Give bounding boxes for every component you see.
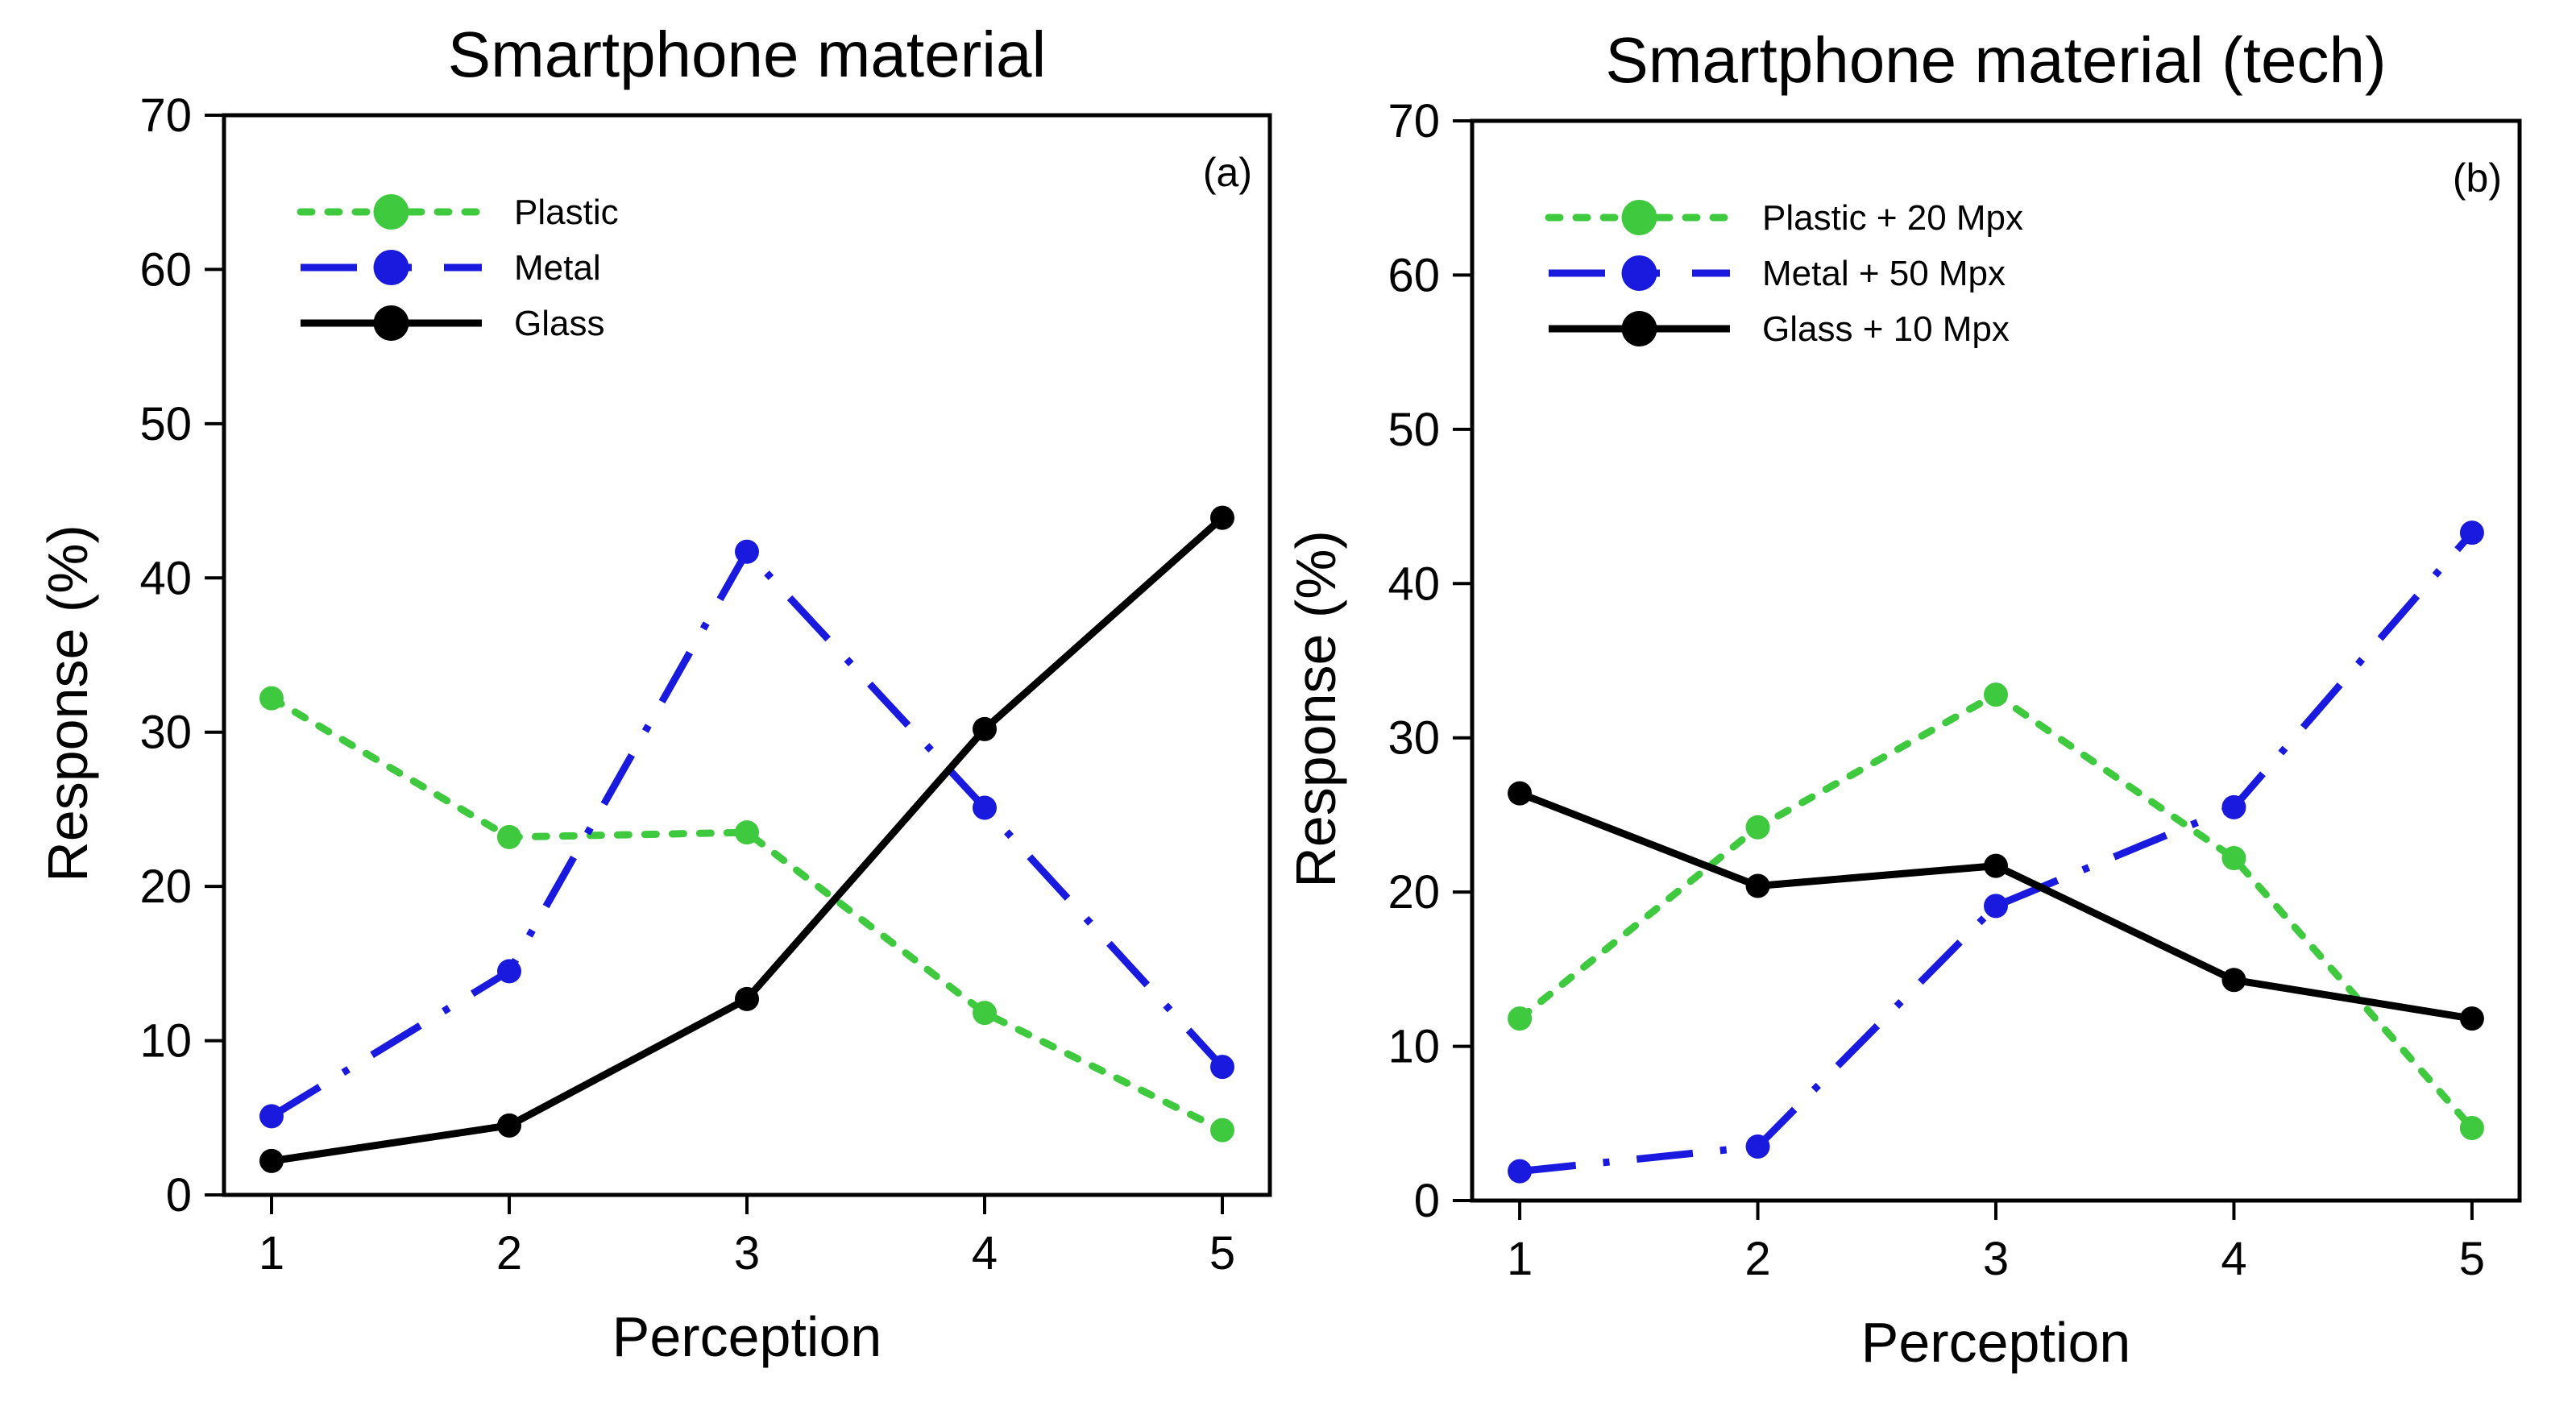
y-tick-label: 10 (139, 1015, 192, 1068)
y-tick-label: 40 (139, 552, 192, 604)
y-tick-label: 20 (1388, 866, 1440, 919)
y-tick-label: 20 (139, 861, 192, 913)
legend-label: Glass + 10 Mpx (1762, 309, 2010, 349)
y-tick-label: 60 (1388, 249, 1440, 301)
y-tick-label: 70 (139, 89, 192, 142)
y-tick-label: 60 (139, 243, 192, 296)
series-plastic (259, 686, 1234, 1143)
data-point (497, 1113, 521, 1138)
series-line (268, 695, 1226, 1134)
data-point (735, 986, 759, 1011)
y-tick-label: 30 (139, 707, 192, 759)
data-point (1508, 1006, 1533, 1031)
series-metal (259, 539, 1234, 1129)
legend-label: Plastic (514, 193, 619, 232)
legend-swatch-marker (1621, 200, 1657, 235)
data-point (2221, 794, 2246, 819)
data-point (1984, 894, 2008, 919)
x-tick-label: 4 (972, 1227, 998, 1280)
data-point (973, 795, 997, 820)
data-point (1984, 853, 2008, 878)
legend-label: Metal + 50 Mpx (1762, 254, 2006, 293)
x-tick-label: 5 (1209, 1227, 1235, 1280)
x-tick-label: 4 (2221, 1233, 2246, 1285)
legend-swatch-marker (373, 250, 409, 285)
y-axis-label: Response (%) (1284, 530, 1347, 888)
x-tick-label: 2 (1744, 1233, 1770, 1285)
data-point (735, 820, 759, 845)
legend-label: Metal (514, 248, 601, 288)
data-point (1508, 781, 1533, 806)
chart-title: Smartphone material (448, 19, 1047, 90)
series-metal (1508, 521, 2484, 1184)
y-tick-label: 50 (139, 398, 192, 450)
series-line (1519, 530, 2475, 1176)
data-point (2221, 846, 2246, 871)
x-tick-label: 3 (734, 1227, 760, 1280)
legend-label: Plastic + 20 Mpx (1762, 198, 2023, 238)
data-point (973, 1001, 997, 1026)
x-tick-label: 1 (259, 1227, 284, 1280)
series-glass (259, 505, 1234, 1173)
legend-item: Plastic (297, 193, 619, 232)
legend-item: Plastic + 20 Mpx (1545, 198, 2023, 238)
legend-swatch-marker (373, 305, 409, 341)
chart-panel-b: Smartphone material (tech) (b) 0 10 20 30 40 50… (1284, 24, 2522, 1374)
y-axis-label: Response (%) (36, 525, 99, 882)
series-glass (1508, 781, 2484, 1031)
data-point (497, 959, 521, 984)
data-point (259, 1104, 284, 1129)
data-point (1745, 815, 1770, 840)
series-plastic (1508, 682, 2484, 1141)
data-point (2459, 1006, 2484, 1031)
legend: Plastic + 20 Mpx Metal + 50 Mpx Glass + 10… (1545, 198, 2023, 349)
y-tick-label: 70 (1388, 95, 1440, 147)
data-point (973, 716, 997, 741)
data-point (735, 539, 759, 564)
y-tick-label: 30 (1388, 712, 1440, 765)
legend-swatch-marker (1621, 311, 1657, 346)
data-point (1745, 873, 1770, 898)
y-tick-label: 40 (1388, 558, 1440, 610)
panel-label: (a) (1203, 150, 1252, 195)
data-point (1984, 682, 2008, 707)
data-point (2459, 521, 2484, 545)
data-point (1745, 1134, 1770, 1159)
x-axis-label: Perception (1861, 1311, 2131, 1374)
legend: Plastic Metal Glass (297, 193, 619, 343)
legend-swatch-marker (1621, 255, 1657, 291)
legend-item: Glass + 10 Mpx (1549, 309, 2010, 349)
legend-label: Glass (514, 304, 604, 343)
chart-title: Smartphone material (tech) (1605, 24, 2386, 96)
panel-label: (b) (2453, 156, 2502, 201)
data-point (2221, 968, 2246, 993)
y-tick-label: 10 (1388, 1021, 1440, 1073)
x-tick-label: 3 (1983, 1233, 2009, 1285)
data-point (259, 1148, 284, 1173)
x-tick-label: 1 (1507, 1233, 1533, 1285)
data-point (1210, 1118, 1234, 1143)
x-axis-label: Perception (612, 1305, 882, 1368)
chart-panel-a: Smartphone material (a) 0 10 20 30 40 50 60 70 1 2 3… (36, 19, 1272, 1368)
legend-item: Metal (301, 248, 601, 288)
data-point (1508, 1159, 1533, 1184)
data-point (2459, 1116, 2484, 1141)
x-tick-label: 2 (496, 1227, 522, 1280)
y-tick-label: 0 (166, 1169, 192, 1221)
data-point (497, 824, 521, 849)
data-point (1210, 1055, 1234, 1080)
legend-item: Glass (301, 304, 604, 343)
x-tick-label: 5 (2459, 1233, 2485, 1285)
data-point (1210, 505, 1234, 530)
y-tick-label: 0 (1414, 1175, 1440, 1227)
data-point (259, 686, 284, 711)
y-tick-label: 50 (1388, 404, 1440, 456)
legend-item: Metal + 50 Mpx (1549, 254, 2006, 293)
legend-swatch-marker (373, 194, 409, 230)
